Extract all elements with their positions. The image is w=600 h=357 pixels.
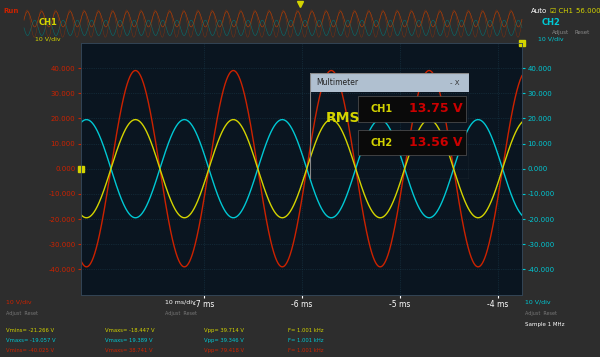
Text: Adjust  Reset: Adjust Reset	[525, 311, 557, 316]
Text: Vpp= 39.346 V: Vpp= 39.346 V	[204, 338, 244, 343]
Text: 10 ms/div: 10 ms/div	[165, 300, 196, 305]
Text: Multimeter: Multimeter	[317, 78, 359, 87]
Text: RMS: RMS	[326, 111, 361, 126]
Text: Adjust  Reset: Adjust Reset	[165, 311, 197, 316]
Text: Vmaxs= 19.389 V: Vmaxs= 19.389 V	[105, 338, 152, 343]
Text: Vmaxs= 38.741 V: Vmaxs= 38.741 V	[105, 348, 152, 353]
Bar	[358, 130, 466, 156]
Text: Reset: Reset	[574, 30, 589, 35]
Text: Vpp= 79.418 V: Vpp= 79.418 V	[204, 348, 244, 353]
Text: Vmins= -21.266 V: Vmins= -21.266 V	[6, 328, 54, 333]
Text: CH2: CH2	[541, 18, 560, 27]
Text: CH1: CH1	[371, 104, 393, 114]
Text: F= 1.001 kHz: F= 1.001 kHz	[288, 348, 323, 353]
Text: Vpp= 39.714 V: Vpp= 39.714 V	[204, 328, 244, 333]
Text: 56.000 mV: 56.000 mV	[576, 8, 600, 14]
Text: Vmins= -40.025 V: Vmins= -40.025 V	[6, 348, 54, 353]
Text: Adjust: Adjust	[552, 30, 569, 35]
Text: Sample 1 MHz: Sample 1 MHz	[525, 322, 565, 327]
Text: Run: Run	[3, 8, 19, 14]
Text: CH2: CH2	[371, 138, 393, 148]
Text: F= 1.001 kHz: F= 1.001 kHz	[288, 328, 323, 333]
Text: 13.56 V: 13.56 V	[409, 136, 462, 149]
Text: Vmaxs= -19.057 V: Vmaxs= -19.057 V	[6, 338, 56, 343]
Text: 10 V/div: 10 V/div	[538, 36, 563, 41]
Text: CH1: CH1	[38, 18, 58, 27]
Text: Adjust  Reset: Adjust Reset	[6, 311, 38, 316]
Bar	[310, 73, 469, 92]
Text: 10 V/div: 10 V/div	[6, 300, 32, 305]
Text: - X: - X	[450, 80, 460, 86]
Text: 10 V/div: 10 V/div	[35, 36, 61, 41]
Text: Auto: Auto	[531, 8, 547, 14]
Text: 10 V/div: 10 V/div	[525, 300, 551, 305]
Text: Vmaxs= -18.447 V: Vmaxs= -18.447 V	[105, 328, 155, 333]
Bar	[358, 96, 466, 122]
Text: F= 1.001 kHz: F= 1.001 kHz	[288, 338, 323, 343]
Text: 13.75 V: 13.75 V	[409, 102, 463, 115]
Text: ☑ CH1: ☑ CH1	[550, 8, 573, 14]
